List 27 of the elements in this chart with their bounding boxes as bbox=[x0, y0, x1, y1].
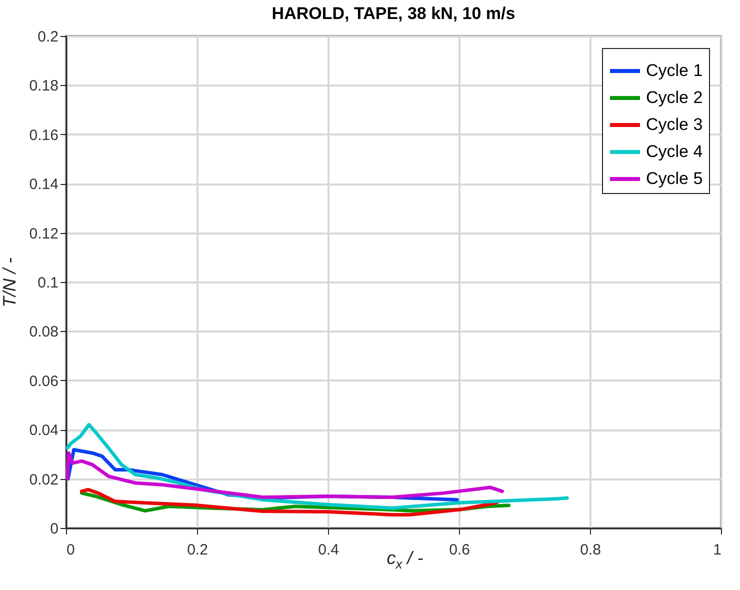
y-tick-label: 0.18 bbox=[29, 78, 58, 95]
x-tick-label: 0.6 bbox=[449, 542, 470, 558]
y-tick-label: 0.16 bbox=[29, 126, 58, 144]
legend-label: Cycle 1 bbox=[646, 61, 703, 80]
y-tick-label: 0.02 bbox=[29, 471, 58, 488]
legend-label: Cycle 4 bbox=[646, 142, 703, 161]
x-axis-title: c$_{x}$ / - bbox=[386, 548, 424, 572]
y-tick-label: 0.12 bbox=[29, 225, 58, 242]
x-tick-label: 0.2 bbox=[187, 542, 208, 558]
legend-label: Cycle 5 bbox=[646, 169, 703, 188]
line-series bbox=[80, 488, 499, 516]
y-tick-label: 0.2 bbox=[38, 28, 58, 46]
y-tick-label: 0.06 bbox=[29, 372, 58, 390]
x-tick-label: 0.4 bbox=[318, 542, 339, 558]
x-tick-label: 0.8 bbox=[580, 542, 601, 558]
y-tick-label: 0 bbox=[50, 520, 58, 538]
y-tick-label: 0.1 bbox=[38, 274, 58, 292]
y-axis-title: T/N / - bbox=[0, 258, 20, 308]
y-tick-label: 0.08 bbox=[29, 324, 58, 341]
legend-label: Cycle 3 bbox=[646, 115, 703, 134]
x-tick-label: 0 bbox=[66, 542, 75, 558]
y-tick-label: 0.14 bbox=[29, 176, 58, 194]
y-tick-label: 0.04 bbox=[29, 422, 58, 440]
x-tick-label: 1 bbox=[713, 542, 722, 558]
chart-title: HAROLD, TAPE, 38 kN, 10 m/s bbox=[272, 4, 516, 23]
legend-label: Cycle 2 bbox=[646, 88, 703, 107]
line-series bbox=[66, 451, 504, 499]
